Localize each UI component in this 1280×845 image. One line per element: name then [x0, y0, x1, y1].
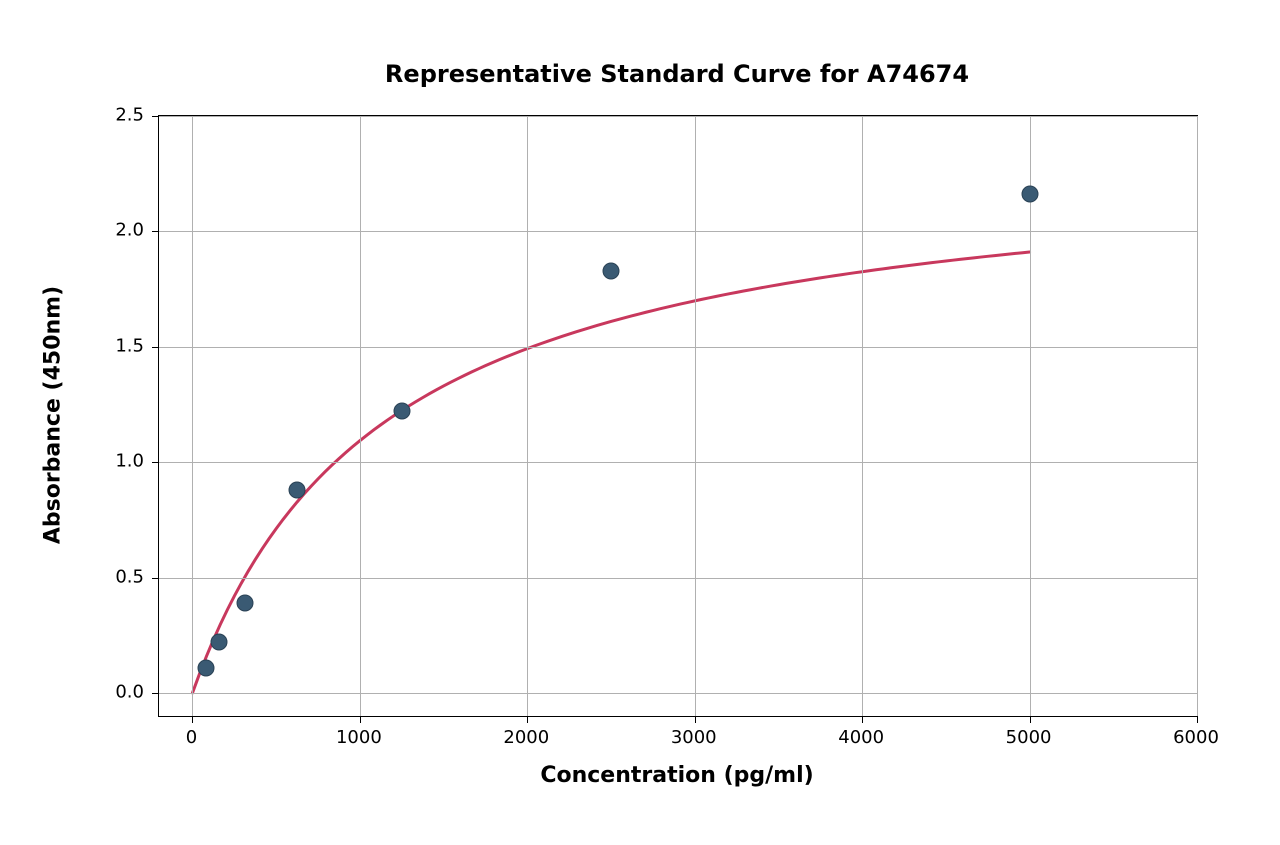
y-tick-label: 0.0 [94, 681, 144, 702]
grid-line-horizontal [159, 693, 1197, 694]
x-tick-label: 1000 [336, 727, 382, 748]
grid-line-horizontal [159, 116, 1197, 117]
chart-title: Representative Standard Curve for A74674 [385, 60, 969, 88]
data-point [289, 481, 306, 498]
x-tick-label: 2000 [503, 727, 549, 748]
x-tick-label: 6000 [1173, 727, 1219, 748]
y-tick [152, 462, 158, 463]
x-tick-label: 5000 [1006, 727, 1052, 748]
grid-line-vertical [862, 116, 863, 716]
grid-line-vertical [527, 116, 528, 716]
y-axis-label: Absorbance (450nm) [41, 286, 66, 544]
chart-container: Representative Standard Curve for A74674… [0, 0, 1280, 845]
x-tick-label: 0 [186, 727, 197, 748]
x-tick [527, 717, 528, 723]
y-tick-label: 1.5 [94, 335, 144, 356]
data-point [603, 262, 620, 279]
data-point [393, 403, 410, 420]
x-tick [862, 717, 863, 723]
fit-curve [159, 116, 1197, 716]
x-tick [360, 717, 361, 723]
grid-line-horizontal [159, 347, 1197, 348]
plot-area [158, 115, 1198, 717]
x-tick [1030, 717, 1031, 723]
data-point [210, 634, 227, 651]
y-tick [152, 693, 158, 694]
grid-line-horizontal [159, 231, 1197, 232]
data-point [1021, 186, 1038, 203]
grid-line-horizontal [159, 578, 1197, 579]
y-tick-label: 0.5 [94, 566, 144, 587]
x-tick [695, 717, 696, 723]
y-tick-label: 2.0 [94, 220, 144, 241]
x-tick [192, 717, 193, 723]
y-tick [152, 578, 158, 579]
grid-line-horizontal [159, 462, 1197, 463]
grid-line-vertical [1030, 116, 1031, 716]
grid-line-vertical [1197, 116, 1198, 716]
grid-line-vertical [695, 116, 696, 716]
x-tick-label: 3000 [671, 727, 717, 748]
y-tick [152, 231, 158, 232]
data-point [236, 594, 253, 611]
x-tick [1197, 717, 1198, 723]
x-axis-label: Concentration (pg/ml) [540, 763, 813, 788]
grid-line-vertical [360, 116, 361, 716]
data-point [197, 659, 214, 676]
y-tick-label: 2.5 [94, 105, 144, 126]
y-tick [152, 116, 158, 117]
fit-curve-path [192, 252, 1029, 693]
grid-line-vertical [192, 116, 193, 716]
x-tick-label: 4000 [838, 727, 884, 748]
y-tick [152, 347, 158, 348]
y-tick-label: 1.0 [94, 451, 144, 472]
